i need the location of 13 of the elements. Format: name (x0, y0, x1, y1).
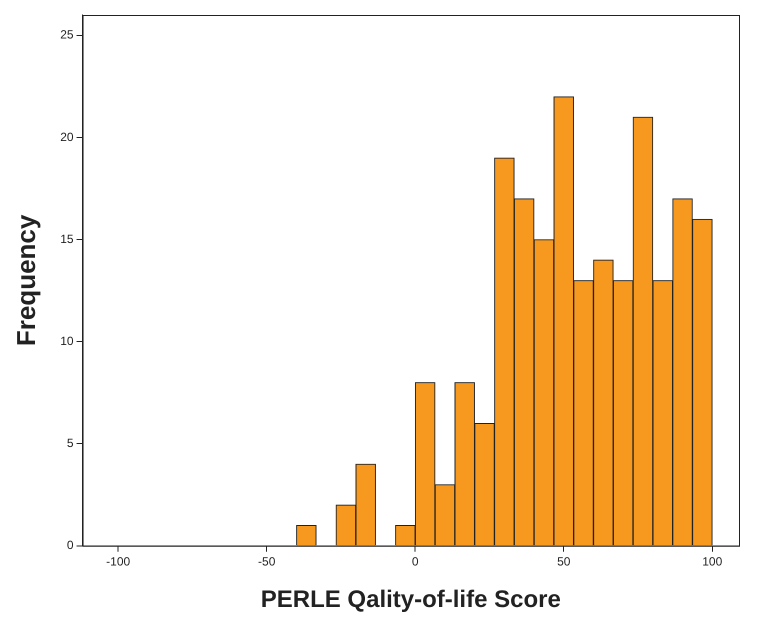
x-tick-label: -100 (106, 554, 131, 568)
y-tick-label: 5 (66, 436, 74, 450)
x-tick-label: -50 (258, 554, 276, 568)
y-tick-label: 15 (60, 232, 74, 246)
y-axis-title: Frequency (10, 214, 41, 346)
y-tick-label: 20 (60, 130, 74, 144)
y-tick-label: 25 (60, 28, 74, 42)
x-tick-label: 50 (557, 554, 571, 568)
y-tick-label: 10 (60, 334, 74, 348)
x-tick-label: 100 (702, 554, 723, 568)
x-tick-label: 0 (412, 554, 419, 568)
x-axis-title: PERLE Qality-of-life Score (260, 586, 561, 614)
y-tick-label: 0 (66, 538, 74, 552)
